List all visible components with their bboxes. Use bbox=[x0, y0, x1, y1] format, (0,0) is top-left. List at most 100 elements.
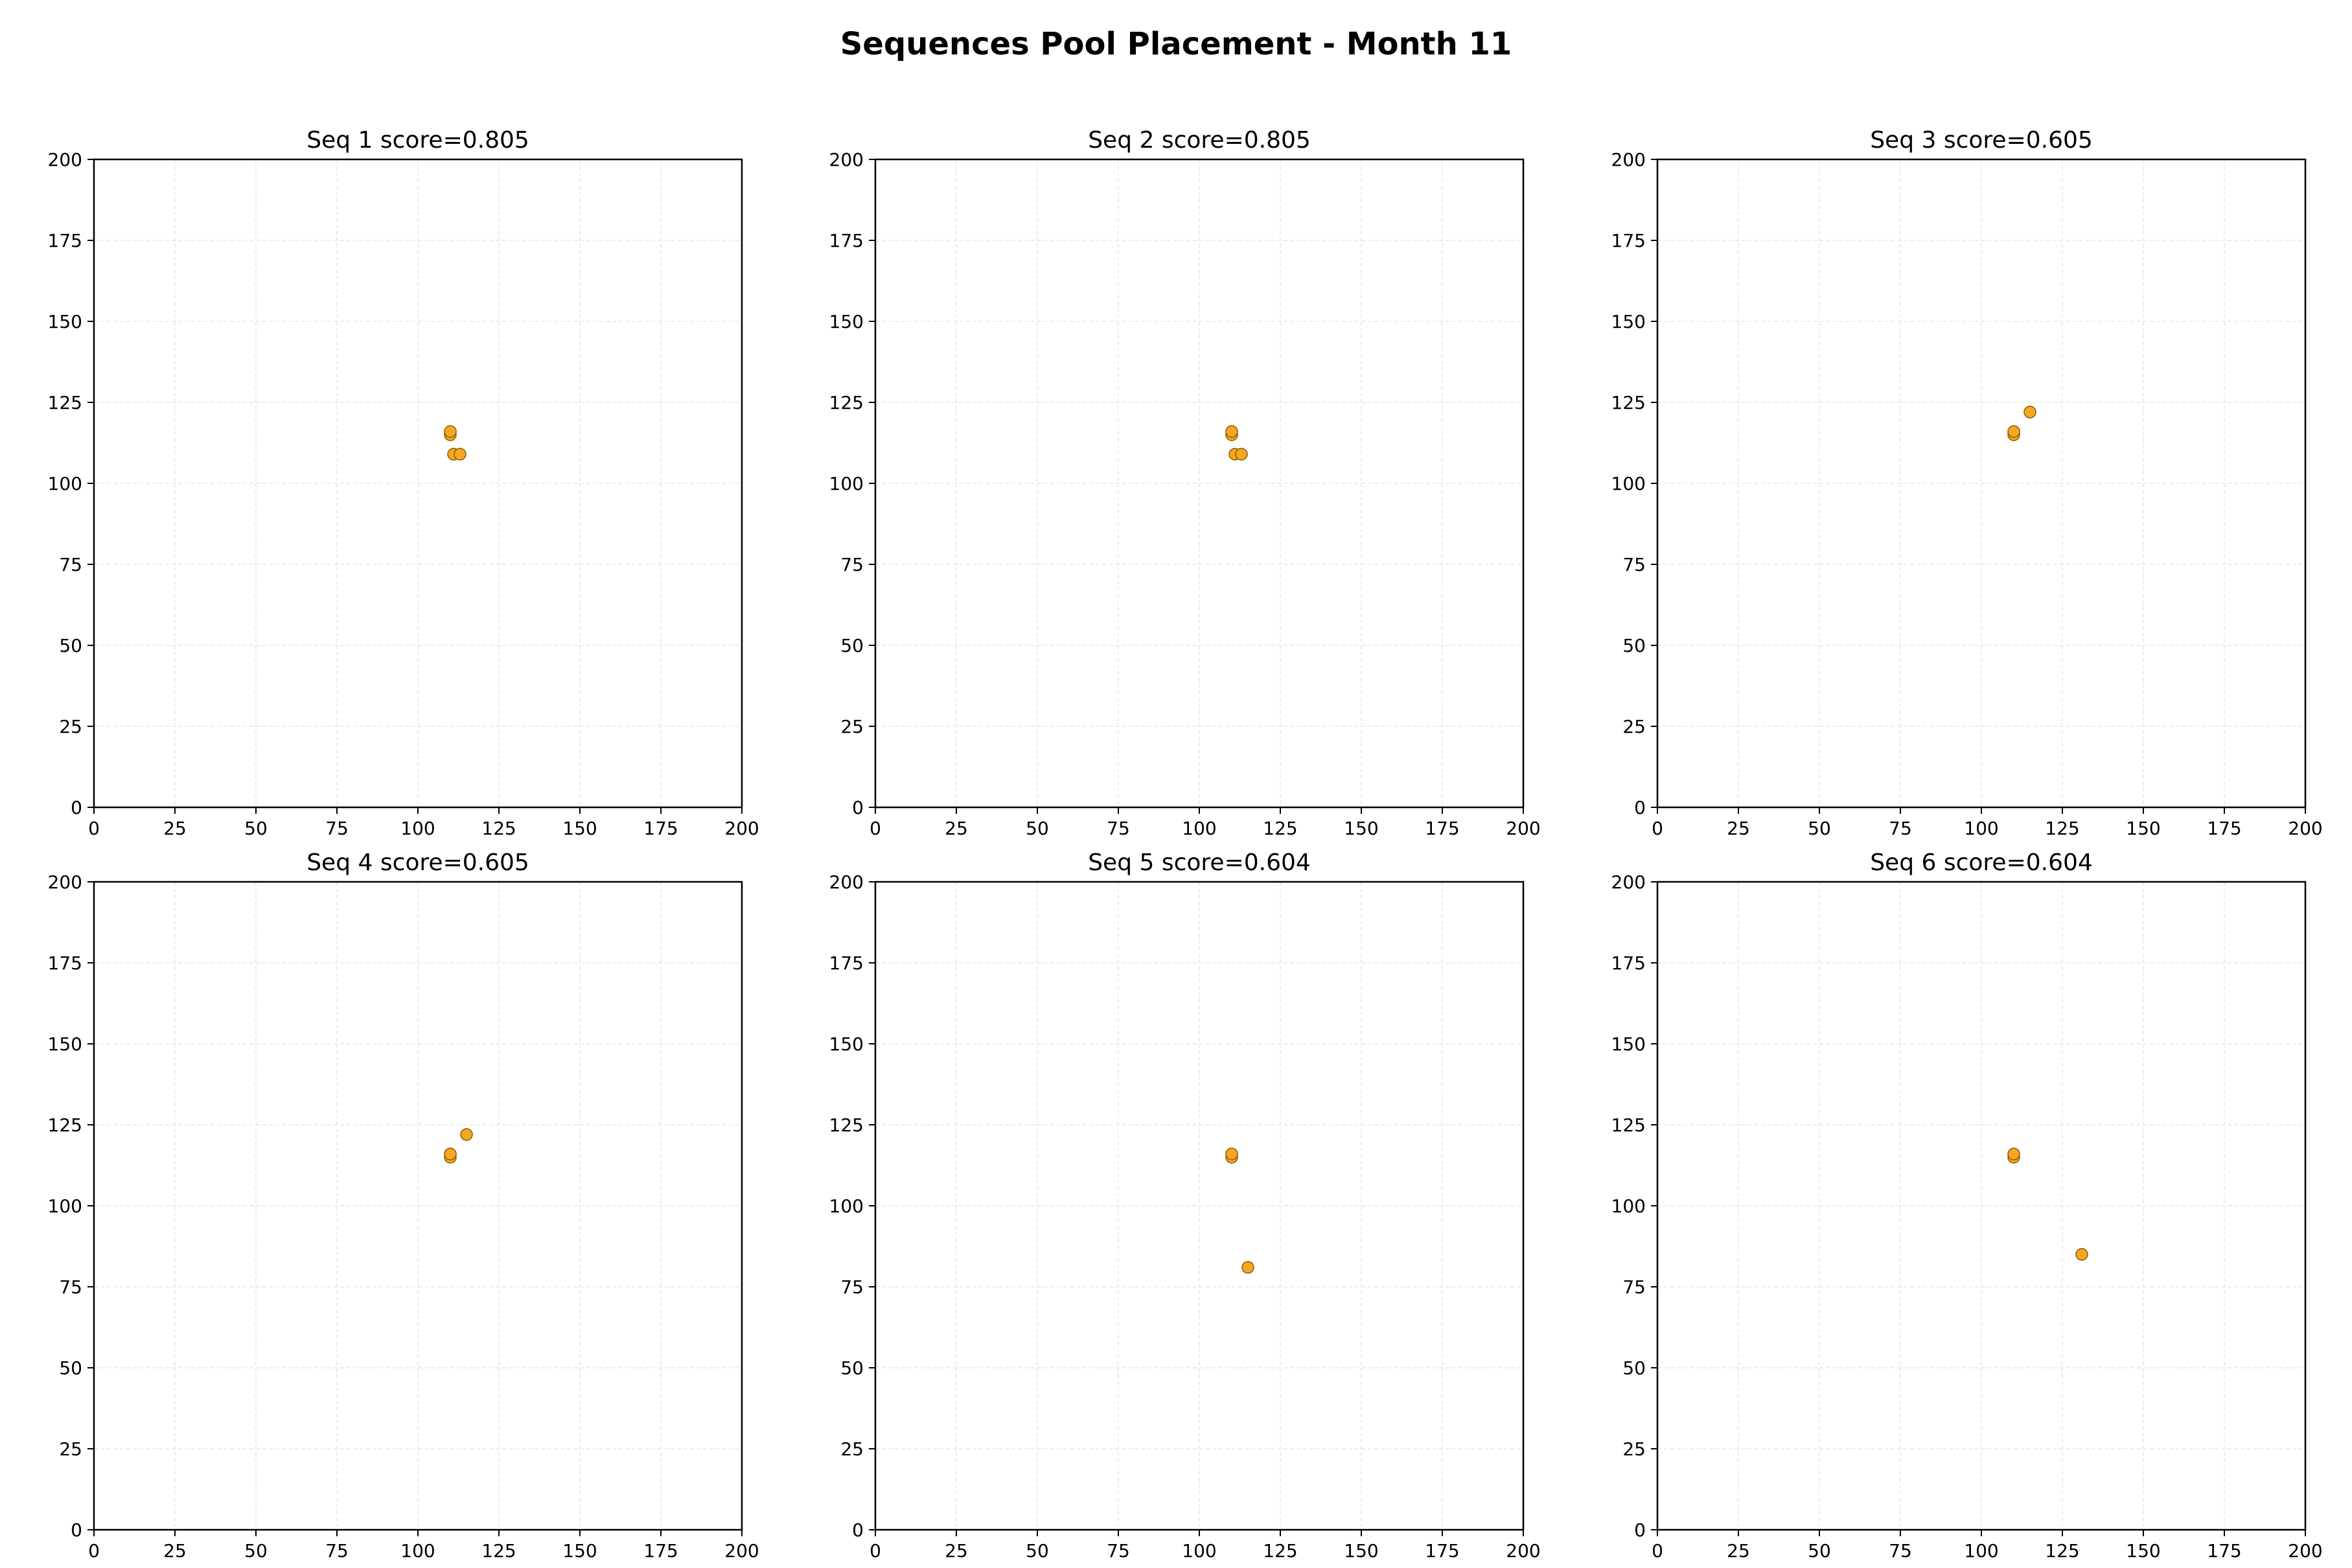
x-tick-label: 175 bbox=[643, 818, 678, 839]
x-tick-label: 25 bbox=[163, 1540, 187, 1562]
y-tick-label: 100 bbox=[829, 1195, 864, 1217]
x-tick-label: 125 bbox=[481, 1540, 516, 1562]
x-tick-label: 75 bbox=[1107, 818, 1130, 839]
y-tick-label: 100 bbox=[1611, 473, 1646, 494]
subplot-6: Seq 6 score=0.604 0 25 50 75 100 125 150 175 200 0… bbox=[1611, 849, 2323, 1562]
x-tick-label: 200 bbox=[1506, 1540, 1540, 1562]
x-tick-label: 200 bbox=[724, 818, 759, 839]
y-tick-label: 100 bbox=[48, 473, 82, 494]
y-tick-label: 25 bbox=[1622, 1438, 1646, 1460]
y-tick-label: 75 bbox=[59, 554, 82, 575]
y-tick-label: 25 bbox=[59, 716, 82, 737]
y-tick-label: 125 bbox=[48, 1114, 82, 1136]
scatter-point bbox=[1235, 448, 1248, 461]
scatter-point bbox=[460, 1128, 473, 1141]
x-tick-label: 150 bbox=[1344, 1540, 1378, 1562]
y-tick-label: 75 bbox=[840, 1276, 864, 1298]
y-tick-label: 0 bbox=[852, 1519, 864, 1541]
y-tick-label: 175 bbox=[829, 952, 864, 974]
x-tick-label: 175 bbox=[2207, 818, 2241, 839]
x-tick-label: 100 bbox=[1964, 1540, 1998, 1562]
x-tick-label: 200 bbox=[724, 1540, 759, 1562]
x-tick-label: 125 bbox=[2045, 1540, 2079, 1562]
x-tick-label: 100 bbox=[400, 1540, 435, 1562]
y-tick-label: 200 bbox=[829, 871, 864, 893]
subplot-1: Seq 1 score=0.805 0 25 50 75 100 125 150 175 200 0… bbox=[48, 127, 759, 839]
y-tick-label: 150 bbox=[48, 311, 82, 332]
scatter-point bbox=[2007, 425, 2020, 438]
x-tick-label: 150 bbox=[562, 818, 597, 839]
y-tick-label: 125 bbox=[829, 1114, 864, 1136]
x-tick-label: 50 bbox=[1026, 1540, 1049, 1562]
x-tick-label: 100 bbox=[1964, 818, 1998, 839]
y-tick-label: 100 bbox=[829, 473, 864, 494]
y-tick-label: 200 bbox=[829, 149, 864, 170]
x-tick-label: 150 bbox=[562, 1540, 597, 1562]
x-tick-label: 175 bbox=[643, 1540, 678, 1562]
subplot-title: Seq 5 score=0.604 bbox=[1088, 849, 1311, 876]
y-tick-label: 25 bbox=[840, 716, 864, 737]
subplot-title: Seq 4 score=0.605 bbox=[306, 849, 529, 876]
y-tick-label: 150 bbox=[829, 1033, 864, 1055]
x-tick-label: 75 bbox=[325, 1540, 349, 1562]
x-tick-label: 125 bbox=[1263, 1540, 1297, 1562]
x-tick-label: 100 bbox=[1182, 818, 1216, 839]
y-tick-label: 200 bbox=[1611, 871, 1646, 893]
y-tick-label: 50 bbox=[59, 1357, 82, 1379]
subplot-2: Seq 2 score=0.805 0 25 50 75 100 125 150 175 200 0… bbox=[829, 127, 1541, 839]
x-tick-label: 25 bbox=[1727, 1540, 1750, 1562]
x-tick-label: 50 bbox=[1808, 1540, 1831, 1562]
y-tick-label: 0 bbox=[71, 797, 82, 818]
y-tick-label: 175 bbox=[1611, 952, 1646, 974]
y-tick-label: 0 bbox=[1634, 797, 1646, 818]
x-tick-label: 75 bbox=[1889, 818, 1912, 839]
x-tick-label: 150 bbox=[2126, 818, 2160, 839]
y-tick-label: 0 bbox=[852, 797, 864, 818]
y-tick-label: 175 bbox=[829, 230, 864, 251]
y-tick-label: 175 bbox=[1611, 230, 1646, 251]
subplot-5: Seq 5 score=0.604 0 25 50 75 100 125 150 175 200 0… bbox=[829, 849, 1541, 1562]
y-tick-label: 175 bbox=[48, 230, 82, 251]
y-tick-label: 25 bbox=[840, 1438, 864, 1460]
x-tick-label: 75 bbox=[1889, 1540, 1912, 1562]
x-tick-label: 0 bbox=[1652, 818, 1663, 839]
y-tick-label: 150 bbox=[1611, 1033, 1646, 1055]
x-tick-label: 125 bbox=[481, 818, 516, 839]
x-tick-label: 100 bbox=[1182, 1540, 1216, 1562]
x-tick-label: 100 bbox=[400, 818, 435, 839]
subplot-title: Seq 3 score=0.605 bbox=[1870, 127, 2093, 154]
x-tick-label: 150 bbox=[1344, 818, 1378, 839]
scatter-point bbox=[444, 425, 457, 438]
x-tick-label: 75 bbox=[325, 818, 349, 839]
y-tick-label: 75 bbox=[1622, 1276, 1646, 1298]
y-tick-label: 25 bbox=[1622, 716, 1646, 737]
scatter-point bbox=[1225, 425, 1238, 438]
scatter-point bbox=[2075, 1248, 2088, 1261]
y-tick-label: 150 bbox=[829, 311, 864, 332]
x-tick-label: 25 bbox=[945, 1540, 968, 1562]
x-tick-label: 200 bbox=[1506, 818, 1540, 839]
y-tick-label: 75 bbox=[1622, 554, 1646, 575]
scatter-point bbox=[454, 448, 467, 461]
subplot-3: Seq 3 score=0.605 0 25 50 75 100 125 150 175 200 0… bbox=[1611, 127, 2323, 839]
x-tick-label: 175 bbox=[2207, 1540, 2241, 1562]
x-tick-label: 25 bbox=[945, 818, 968, 839]
x-tick-label: 0 bbox=[1652, 1540, 1663, 1562]
y-tick-label: 50 bbox=[59, 635, 82, 656]
panel-grid: Seq 1 score=0.805 0 25 50 75 100 125 150 175 200 0… bbox=[48, 127, 2323, 1562]
scatter-point bbox=[444, 1147, 457, 1160]
y-tick-label: 200 bbox=[48, 149, 82, 170]
x-tick-label: 50 bbox=[1808, 818, 1831, 839]
x-tick-label: 75 bbox=[1107, 1540, 1130, 1562]
y-tick-label: 75 bbox=[840, 554, 864, 575]
y-tick-label: 125 bbox=[1611, 1114, 1646, 1136]
scatter-point bbox=[2023, 406, 2036, 419]
y-tick-label: 125 bbox=[829, 392, 864, 413]
x-tick-label: 0 bbox=[88, 818, 100, 839]
y-tick-label: 200 bbox=[1611, 149, 1646, 170]
subplot-title: Seq 1 score=0.805 bbox=[306, 127, 529, 154]
x-tick-label: 25 bbox=[1727, 818, 1750, 839]
x-tick-label: 125 bbox=[1263, 818, 1297, 839]
y-tick-label: 150 bbox=[1611, 311, 1646, 332]
